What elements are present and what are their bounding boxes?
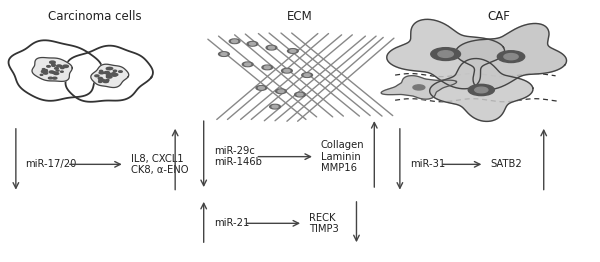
Polygon shape [387, 19, 505, 89]
Circle shape [265, 66, 270, 69]
Circle shape [468, 84, 494, 96]
Circle shape [53, 77, 57, 79]
Circle shape [119, 71, 122, 72]
Circle shape [259, 87, 265, 89]
Circle shape [44, 72, 47, 74]
Circle shape [107, 73, 111, 75]
Circle shape [221, 53, 227, 55]
Circle shape [40, 74, 43, 75]
Text: SATB2: SATB2 [490, 159, 522, 169]
Circle shape [290, 50, 296, 52]
Circle shape [256, 86, 267, 90]
Circle shape [232, 40, 238, 42]
Circle shape [61, 67, 64, 69]
Circle shape [104, 72, 109, 74]
Polygon shape [91, 64, 129, 88]
Circle shape [61, 71, 63, 72]
Circle shape [295, 92, 305, 97]
Circle shape [98, 77, 103, 79]
Circle shape [43, 69, 45, 70]
Circle shape [95, 75, 99, 77]
Circle shape [113, 70, 116, 72]
Circle shape [41, 70, 47, 73]
Circle shape [245, 63, 251, 66]
Circle shape [504, 53, 518, 60]
Circle shape [497, 51, 524, 63]
Circle shape [52, 72, 56, 74]
Circle shape [278, 90, 284, 92]
Polygon shape [32, 58, 72, 81]
Circle shape [242, 62, 253, 67]
Circle shape [98, 81, 102, 83]
Circle shape [106, 76, 112, 78]
Polygon shape [430, 58, 533, 121]
Circle shape [112, 73, 118, 76]
Circle shape [413, 85, 425, 90]
Circle shape [284, 69, 290, 72]
Text: Carcinoma cells: Carcinoma cells [48, 10, 142, 24]
Circle shape [50, 61, 55, 63]
Circle shape [49, 77, 52, 79]
Text: miR-31: miR-31 [410, 159, 445, 169]
Text: CAF: CAF [488, 10, 511, 24]
Circle shape [302, 73, 313, 77]
Circle shape [297, 93, 303, 96]
Circle shape [112, 74, 116, 76]
Circle shape [44, 70, 47, 72]
Polygon shape [381, 76, 457, 99]
Circle shape [100, 70, 103, 72]
Text: ECM: ECM [287, 10, 313, 24]
Circle shape [43, 70, 46, 72]
Circle shape [112, 73, 116, 74]
Circle shape [269, 104, 280, 109]
Circle shape [438, 51, 454, 57]
Text: RECK
TIMP3: RECK TIMP3 [309, 212, 338, 234]
Circle shape [52, 65, 55, 66]
Circle shape [229, 39, 240, 43]
Circle shape [106, 79, 109, 81]
Circle shape [250, 42, 256, 45]
Circle shape [262, 65, 272, 70]
Circle shape [99, 72, 104, 74]
Text: IL8, CXCL1
CK8, α-ENO: IL8, CXCL1 CK8, α-ENO [131, 154, 188, 175]
Circle shape [56, 65, 62, 67]
Circle shape [44, 70, 47, 71]
Circle shape [281, 68, 292, 73]
Circle shape [63, 65, 68, 68]
Circle shape [54, 73, 59, 75]
Circle shape [475, 87, 488, 93]
Text: miR-21: miR-21 [214, 218, 249, 228]
Polygon shape [455, 24, 566, 90]
Text: Collagen
Laminin
MMP16: Collagen Laminin MMP16 [321, 140, 364, 173]
Circle shape [268, 46, 274, 49]
Circle shape [275, 89, 286, 94]
Text: miR-17/20: miR-17/20 [25, 159, 77, 169]
Text: miR-29c
miR-146b: miR-29c miR-146b [214, 146, 262, 167]
Circle shape [99, 79, 104, 81]
Circle shape [49, 71, 54, 73]
Circle shape [431, 48, 460, 61]
Circle shape [247, 41, 258, 46]
Circle shape [103, 80, 109, 83]
Circle shape [56, 70, 59, 71]
Circle shape [104, 80, 108, 82]
Circle shape [287, 49, 298, 53]
Circle shape [218, 52, 229, 56]
Circle shape [55, 68, 58, 69]
Circle shape [106, 75, 110, 77]
Circle shape [266, 45, 277, 50]
Circle shape [272, 105, 278, 108]
Circle shape [106, 67, 112, 70]
Circle shape [108, 68, 113, 69]
Circle shape [304, 74, 310, 77]
Circle shape [52, 64, 55, 65]
Circle shape [47, 66, 50, 67]
